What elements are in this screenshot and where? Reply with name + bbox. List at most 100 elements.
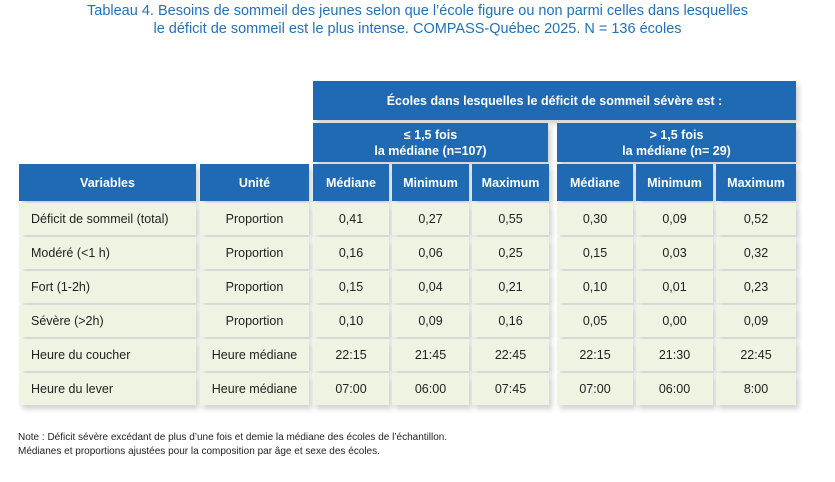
column-header-stat-text: Médiane [569, 175, 620, 190]
table-row-value-text: 0,15 [338, 280, 364, 294]
table-row-value-text: 0,10 [582, 280, 608, 294]
table-row-value-text: 0,52 [743, 212, 769, 226]
table-row-value-text: 0,01 [662, 280, 687, 294]
table-row-value: 22:45 [716, 339, 796, 371]
table-row-variable: Sévère (>2h) [19, 305, 196, 337]
table-row-value-text: 22:45 [740, 348, 772, 362]
group-header: Écoles dans lesquelles le déficit de som… [313, 81, 796, 120]
table-row-value-text: 07:00 [335, 382, 367, 396]
table-row-value-text: 0,21 [498, 280, 523, 294]
table-row-variable-text: Déficit de sommeil (total) [31, 212, 169, 226]
table-row-value-text: 06:00 [658, 382, 691, 396]
table-row-value: 0,09 [636, 203, 713, 235]
table-row-value-text: 0,16 [338, 246, 364, 260]
table-row-variable-text: Heure du coucher [31, 348, 131, 362]
table-row-value-text: 0,23 [743, 280, 769, 294]
table-row-value: 0,00 [636, 305, 713, 337]
table-row-variable-text: Fort (1-2h) [31, 280, 91, 294]
table-row-value: 0,25 [472, 237, 549, 269]
table-title: Tableau 4. Besoins de sommeil des jeunes… [0, 2, 835, 38]
group-header-text: Écoles dans lesquelles le déficit de som… [386, 93, 723, 108]
table-row-unit: Heure médiane [200, 339, 309, 371]
table-row-value-text: 22:15 [335, 348, 367, 362]
table-row-value: 0,09 [392, 305, 469, 337]
table-row-value: 0,06 [392, 237, 469, 269]
table-row-value: 0,55 [472, 203, 549, 235]
table-row-value-text: 06:00 [414, 382, 447, 396]
subgroup-le-1-5: ≤ 1,5 fois la médiane (n=107) [313, 123, 548, 162]
table-row-value-text: 0,09 [743, 314, 769, 328]
column-header-stat-text: Maximum [481, 175, 540, 190]
table-row-unit-text: Proportion [225, 212, 284, 226]
title-line-1: Tableau 4. Besoins de sommeil des jeunes… [87, 3, 748, 19]
table-row-value: 0,32 [716, 237, 796, 269]
table-row-value: 07:45 [472, 373, 549, 405]
table-row-value: 22:45 [472, 339, 549, 371]
table-row-value: 0,21 [472, 271, 549, 303]
table-row-unit: Proportion [200, 203, 309, 235]
table-notes: Note : Déficit sévère excédant de plus d… [18, 431, 447, 459]
column-header-variables: Variables [19, 164, 196, 201]
table-row-value: 0,04 [392, 271, 469, 303]
subgroup-gt-1-5: > 1,5 fois la médiane (n= 29) [557, 123, 796, 162]
table-row-value-text: 0,55 [498, 212, 523, 226]
table-row-value: 0,41 [313, 203, 389, 235]
table-row-value-text: 0,10 [338, 314, 364, 328]
table-row-variable: Déficit de sommeil (total) [19, 203, 196, 235]
column-header-stat-text: Minimum [647, 175, 702, 190]
column-header-stat: Médiane [557, 164, 633, 201]
table-row-value-text: 0,00 [662, 314, 687, 328]
column-header-unite: Unité [200, 164, 309, 201]
table-row-value-text: 21:30 [658, 348, 691, 362]
table-row-value: 0,16 [472, 305, 549, 337]
table-row-value-text: 22:45 [494, 348, 527, 362]
subgroup-le-1-5-line-1: ≤ 1,5 fois [403, 127, 458, 142]
note-line-1: Note : Déficit sévère excédant de plus d… [18, 432, 448, 443]
table-row-value: 0,52 [716, 203, 796, 235]
table-row-value: 0,16 [313, 237, 389, 269]
table-row-value: 21:30 [636, 339, 713, 371]
table-row-value-text: 0,32 [743, 246, 769, 260]
table-row-value: 0,30 [557, 203, 633, 235]
table-row-variable: Modéré (<1 h) [19, 237, 196, 269]
table-row-value-text: 0,06 [418, 246, 443, 260]
column-header-stat-text: Médiane [325, 175, 376, 190]
table-row-value-text: 0,05 [582, 314, 608, 328]
table-row-value: 0,01 [636, 271, 713, 303]
table-row-value-text: 8:00 [743, 382, 769, 396]
table-row-value-text: 0,27 [418, 212, 443, 226]
subgroup-le-1-5-line-2: la médiane (n=107) [374, 143, 487, 158]
column-header-stat: Maximum [716, 164, 796, 201]
table-row-value-text: 0,25 [498, 246, 523, 260]
table-row-value: 0,27 [392, 203, 469, 235]
table-row-value: 8:00 [716, 373, 796, 405]
table-row-value: 0,05 [557, 305, 633, 337]
subgroup-gt-1-5-line-1: > 1,5 fois [649, 127, 704, 142]
column-header-stat: Minimum [636, 164, 713, 201]
table-row-value: 0,10 [557, 271, 633, 303]
column-header-stat: Médiane [313, 164, 389, 201]
column-header-stat-text: Minimum [403, 175, 458, 190]
table-row-value-text: 07:00 [579, 382, 611, 396]
table-row-unit: Heure médiane [200, 373, 309, 405]
table-row-value-text: 0,09 [662, 212, 687, 226]
table-row-unit: Proportion [200, 271, 309, 303]
table-row-value-text: 0,04 [418, 280, 443, 294]
table-row-value: 0,09 [716, 305, 796, 337]
table-row-unit: Proportion [200, 305, 309, 337]
column-header-variables-text: Variables [80, 175, 135, 190]
column-header-stat: Minimum [392, 164, 469, 201]
subgroup-gt-1-5-line-2: la médiane (n= 29) [622, 143, 731, 158]
table-row-variable-text: Modéré (<1 h) [31, 246, 110, 260]
table-row-value: 06:00 [392, 373, 469, 405]
table-row-value: 21:45 [392, 339, 469, 371]
table-row-value-text: 0,16 [498, 314, 523, 328]
table-row-variable-text: Sévère (>2h) [31, 314, 104, 328]
table-row-unit-text: Heure médiane [211, 382, 298, 396]
table-row-value: 22:15 [313, 339, 389, 371]
table-row-unit-text: Heure médiane [211, 348, 298, 362]
column-header-stat: Maximum [472, 164, 549, 201]
table-row-value: 0,15 [557, 237, 633, 269]
table-row-unit-text: Proportion [225, 314, 284, 328]
table-row-variable: Heure du lever [19, 373, 196, 405]
